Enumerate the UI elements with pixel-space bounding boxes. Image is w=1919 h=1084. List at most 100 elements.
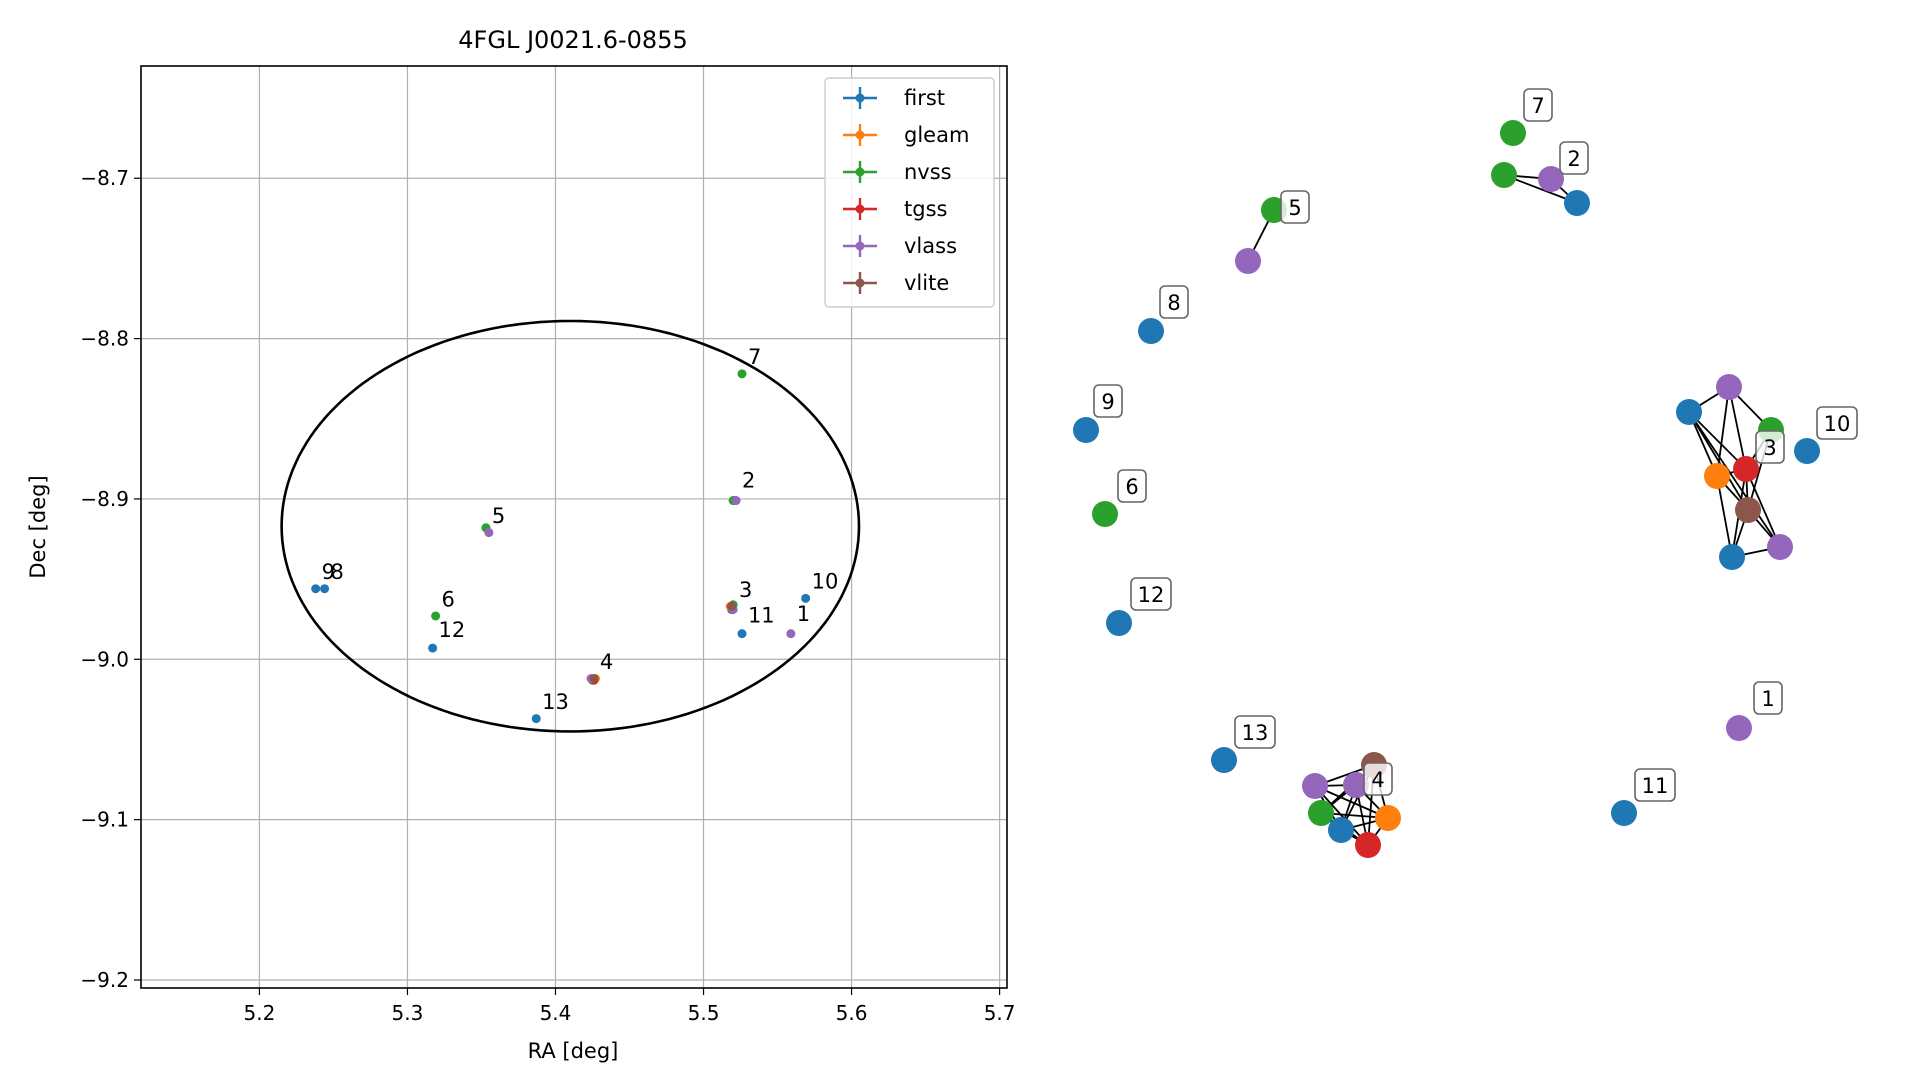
point-annotation: 6 bbox=[442, 587, 455, 611]
network-label-box bbox=[1093, 384, 1123, 418]
y-ticks: −8.7 −8.8 −8.9 −9.0 −9.1 −9.2 bbox=[80, 166, 141, 992]
network-node-vlass bbox=[1716, 374, 1742, 400]
y-tick-label: −8.8 bbox=[80, 327, 129, 351]
network-node-vlass bbox=[1235, 248, 1261, 274]
network-label: 9 bbox=[1101, 390, 1114, 414]
point-annotation: 13 bbox=[542, 690, 569, 714]
network-label: 12 bbox=[1138, 583, 1165, 607]
x-tick-label: 5.2 bbox=[244, 1001, 276, 1025]
network-node-first bbox=[1106, 610, 1132, 636]
network-node-first bbox=[1073, 417, 1099, 443]
network-label: 11 bbox=[1642, 774, 1669, 798]
network-node-vlass bbox=[1302, 773, 1328, 799]
network-label: 6 bbox=[1125, 475, 1138, 499]
y-tick-label: −9.2 bbox=[80, 968, 129, 992]
legend: first gleam nvss tgss vlass vlite bbox=[824, 77, 995, 308]
point-annotation: 4 bbox=[600, 650, 613, 674]
network-node-first bbox=[1564, 190, 1590, 216]
network-node-vlass bbox=[1767, 534, 1793, 560]
network-label: 13 bbox=[1242, 721, 1269, 745]
legend-marker-dot bbox=[855, 93, 865, 103]
x-tick-label: 5.5 bbox=[688, 1001, 720, 1025]
point-annotation: 11 bbox=[748, 603, 775, 627]
network-node-nvss bbox=[1500, 120, 1526, 146]
legend-marker-dot bbox=[855, 241, 865, 251]
y-axis-label: Dec [deg] bbox=[26, 475, 50, 578]
y-tick-label: −8.7 bbox=[80, 166, 129, 190]
point-first bbox=[737, 629, 747, 639]
network-label-box bbox=[1280, 190, 1310, 224]
legend-label-nvss: nvss bbox=[904, 160, 952, 184]
network-label-box bbox=[1634, 768, 1676, 802]
network-node-vlass bbox=[1726, 715, 1752, 741]
legend-label-vlass: vlass bbox=[904, 234, 957, 258]
network-node-first bbox=[1328, 817, 1354, 843]
point-first bbox=[320, 584, 330, 594]
point-annotation: 1 bbox=[797, 602, 810, 626]
y-tick-label: −9.1 bbox=[80, 808, 129, 832]
network-node-vlite bbox=[1735, 497, 1761, 523]
network-node-vlass bbox=[1343, 772, 1369, 798]
x-tick-label: 5.4 bbox=[540, 1001, 572, 1025]
network-node-first bbox=[1719, 544, 1745, 570]
x-tick-label: 5.6 bbox=[836, 1001, 868, 1025]
network-label-box bbox=[1234, 715, 1276, 749]
axes-frame bbox=[140, 65, 1008, 989]
network-node-first bbox=[1676, 399, 1702, 425]
x-tick-label: 5.7 bbox=[984, 1001, 1016, 1025]
network-label-box bbox=[1755, 430, 1785, 464]
point-vlass bbox=[786, 629, 796, 639]
network-edge bbox=[1688, 411, 1747, 470]
legend-label-first: first bbox=[904, 86, 945, 110]
point-first bbox=[801, 593, 811, 603]
network-label-box bbox=[1559, 141, 1589, 175]
point-annotation: 5 bbox=[492, 504, 505, 528]
network-node-nvss bbox=[1092, 501, 1118, 527]
network-edge bbox=[1314, 785, 1389, 819]
network-node-first bbox=[1138, 318, 1164, 344]
x-axis-label: RA [deg] bbox=[528, 1039, 619, 1063]
network-label: 4 bbox=[1371, 768, 1384, 792]
network-label-box bbox=[1117, 469, 1147, 503]
network-label-box bbox=[1816, 406, 1858, 440]
scatter-panel: 4FGL J0021.6-0855 5.2 5.3 5.4 5.5 5.6 5.7 −8.… bbox=[26, 26, 1016, 1063]
network-node-tgss bbox=[1733, 456, 1759, 482]
point-vlass bbox=[731, 496, 741, 506]
network-label: 7 bbox=[1531, 94, 1544, 118]
point-vlass bbox=[484, 528, 494, 538]
point-annotation: 12 bbox=[439, 618, 466, 642]
network-label: 8 bbox=[1167, 291, 1180, 315]
network-label-box bbox=[1159, 285, 1189, 319]
network-edge bbox=[1716, 475, 1733, 558]
network-node-nvss bbox=[1491, 162, 1517, 188]
network-edge bbox=[1728, 386, 1747, 470]
data-points bbox=[311, 369, 811, 724]
network-node-nvss bbox=[1308, 800, 1334, 826]
network-label: 5 bbox=[1288, 196, 1301, 220]
network-label-box bbox=[1523, 88, 1553, 122]
point-first bbox=[428, 643, 438, 653]
legend-marker-dot bbox=[855, 130, 865, 140]
x-tick-label: 5.3 bbox=[392, 1001, 424, 1025]
network-node-gleam bbox=[1704, 463, 1730, 489]
network-label-box bbox=[1753, 681, 1783, 715]
legend-entries: first gleam nvss tgss vlass vlite bbox=[843, 86, 969, 295]
point-annotation: 8 bbox=[330, 560, 343, 584]
legend-label-vlite: vlite bbox=[904, 271, 949, 295]
localization-ellipse bbox=[280, 319, 861, 733]
network-label: 10 bbox=[1824, 412, 1851, 436]
point-vlite bbox=[727, 601, 737, 611]
point-nvss bbox=[737, 369, 747, 379]
network-node-first bbox=[1611, 800, 1637, 826]
network-label-box bbox=[1363, 762, 1393, 796]
network-node-gleam bbox=[1375, 805, 1401, 831]
network-label: 2 bbox=[1567, 147, 1580, 171]
chart-title: 4FGL J0021.6-0855 bbox=[458, 26, 687, 54]
network-node-tgss bbox=[1355, 832, 1381, 858]
y-tick-label: −9.0 bbox=[80, 647, 129, 671]
point-annotation: 9 bbox=[322, 560, 335, 584]
network-edge bbox=[1688, 411, 1781, 548]
